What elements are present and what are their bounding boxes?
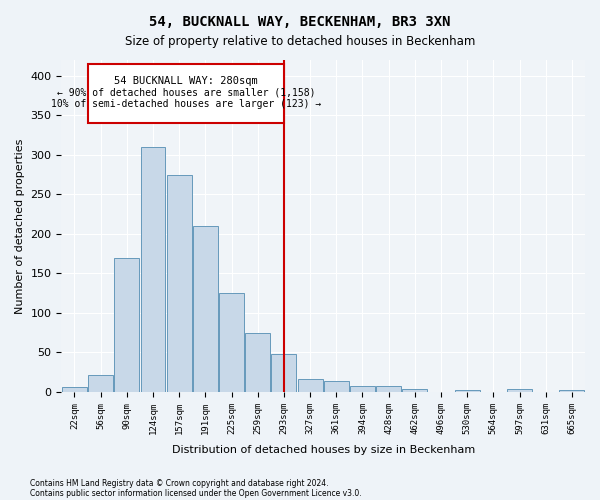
Text: 54, BUCKNALL WAY, BECKENHAM, BR3 3XN: 54, BUCKNALL WAY, BECKENHAM, BR3 3XN xyxy=(149,15,451,29)
Text: ← 90% of detached houses are smaller (1,158): ← 90% of detached houses are smaller (1,… xyxy=(56,88,315,98)
FancyBboxPatch shape xyxy=(88,64,284,123)
Bar xyxy=(140,147,166,392)
Bar xyxy=(507,389,532,392)
Bar xyxy=(350,386,375,392)
Bar xyxy=(403,389,427,392)
Bar xyxy=(245,332,270,392)
Bar xyxy=(376,386,401,392)
Bar xyxy=(324,381,349,392)
Bar xyxy=(455,390,479,392)
Text: 54 BUCKNALL WAY: 280sqm: 54 BUCKNALL WAY: 280sqm xyxy=(114,76,257,86)
Bar xyxy=(115,258,139,392)
Text: Contains public sector information licensed under the Open Government Licence v3: Contains public sector information licen… xyxy=(30,488,362,498)
Bar xyxy=(559,390,584,392)
Bar xyxy=(193,226,218,392)
Bar xyxy=(219,293,244,392)
Text: Contains HM Land Registry data © Crown copyright and database right 2024.: Contains HM Land Registry data © Crown c… xyxy=(30,478,329,488)
Bar xyxy=(167,174,191,392)
Bar xyxy=(271,354,296,392)
Bar xyxy=(298,380,323,392)
Y-axis label: Number of detached properties: Number of detached properties xyxy=(15,138,25,314)
Text: 10% of semi-detached houses are larger (123) →: 10% of semi-detached houses are larger (… xyxy=(50,98,321,108)
Bar xyxy=(88,374,113,392)
Bar xyxy=(62,387,87,392)
X-axis label: Distribution of detached houses by size in Beckenham: Distribution of detached houses by size … xyxy=(172,445,475,455)
Text: Size of property relative to detached houses in Beckenham: Size of property relative to detached ho… xyxy=(125,35,475,48)
